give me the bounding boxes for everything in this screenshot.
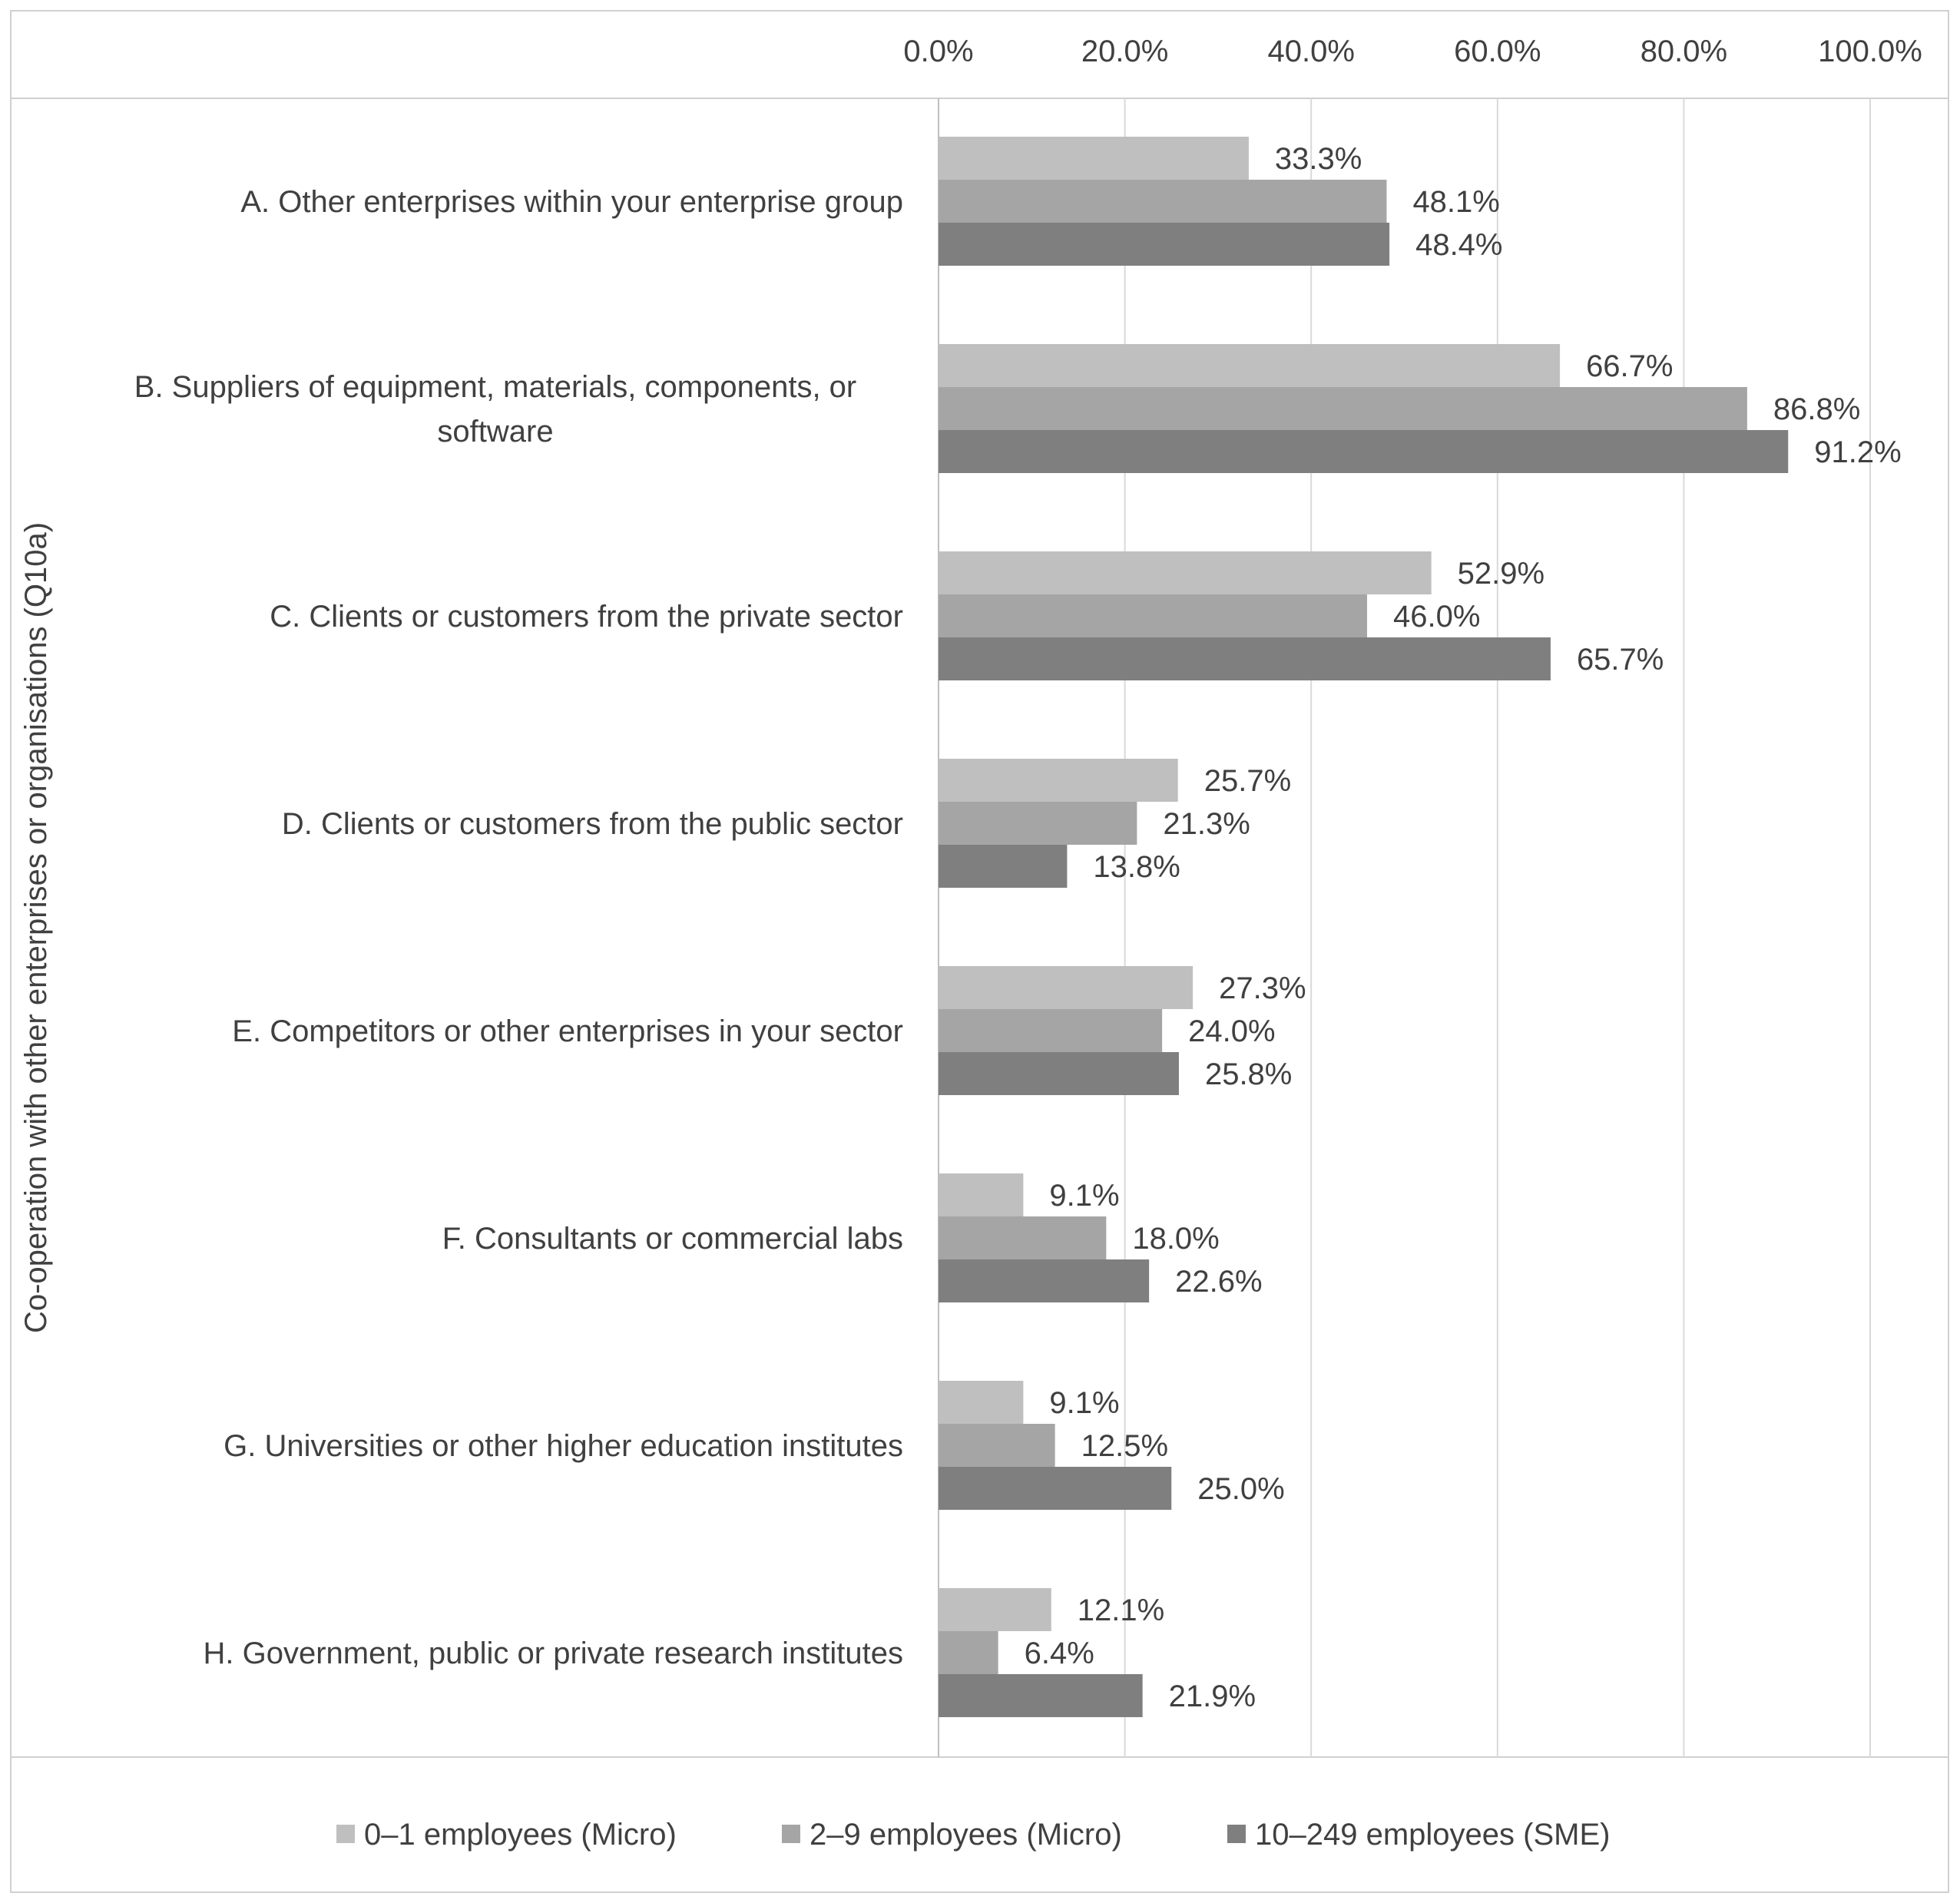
bar — [939, 637, 1551, 680]
bar — [939, 1674, 1143, 1717]
bar — [939, 1588, 1051, 1631]
category-label: software — [437, 415, 553, 448]
legend-label: 2–9 employees (Micro) — [809, 1818, 1122, 1852]
bar — [939, 845, 1068, 888]
plot-area: 0.0% 20.0% 40.0% 60.0% 80.0% 100.0% 33.3% 48.1%… — [11, 35, 1948, 1758]
legend-label: 10–249 employees (SME) — [1255, 1818, 1610, 1852]
data-label: 21.3% — [1163, 807, 1250, 841]
data-label: 25.8% — [1205, 1057, 1292, 1091]
bar — [939, 1381, 1024, 1424]
bar — [939, 1424, 1055, 1467]
bar — [939, 1216, 1107, 1259]
bar — [939, 344, 1561, 387]
data-label: 48.4% — [1415, 228, 1502, 262]
y-axis-title: Co-operation with other enterprises or o… — [19, 522, 53, 1333]
bar — [939, 1631, 998, 1674]
data-label: 12.1% — [1078, 1594, 1164, 1627]
category-label: E. Competitors or other enterprises in y… — [232, 1014, 903, 1048]
bar — [939, 551, 1432, 594]
bar — [939, 594, 1367, 637]
data-label: 25.0% — [1197, 1472, 1284, 1506]
legend-swatch — [782, 1825, 800, 1843]
category-label: C. Clients or customers from the private… — [270, 600, 903, 634]
data-label: 18.0% — [1132, 1222, 1219, 1256]
category-label: F. Consultants or commercial labs — [442, 1222, 903, 1256]
x-tick-label: 100.0% — [1818, 35, 1922, 68]
bar — [939, 802, 1137, 845]
bar — [939, 1467, 1172, 1510]
category-label: G. Universities or other higher educatio… — [223, 1429, 903, 1463]
category-label: D. Clients or customers from the public … — [282, 807, 903, 841]
chart-border — [10, 10, 1949, 1893]
bar — [939, 180, 1387, 223]
data-label: 27.3% — [1219, 971, 1306, 1005]
data-label: 65.7% — [1577, 643, 1664, 677]
bar — [939, 387, 1747, 430]
x-tick-label: 0.0% — [903, 35, 973, 68]
category-label: B. Suppliers of equipment, materials, co… — [134, 370, 856, 404]
legend-swatch — [336, 1825, 355, 1843]
data-label: 52.9% — [1458, 557, 1544, 591]
data-label: 25.7% — [1204, 764, 1291, 798]
bar — [939, 759, 1178, 802]
category-label: H. Government, public or private researc… — [203, 1637, 903, 1670]
data-label: 86.8% — [1773, 392, 1860, 426]
data-label: 91.2% — [1814, 435, 1901, 469]
data-label: 9.1% — [1049, 1179, 1119, 1213]
bar — [939, 1173, 1024, 1216]
bar — [939, 223, 1390, 266]
data-label: 6.4% — [1025, 1637, 1094, 1670]
data-label: 33.3% — [1275, 142, 1362, 176]
bar — [939, 1259, 1150, 1302]
bar — [939, 1009, 1163, 1052]
category-label: A. Other enterprises within your enterpr… — [240, 185, 903, 219]
bar — [939, 1052, 1179, 1095]
data-label: 12.5% — [1081, 1429, 1168, 1463]
legend: 0–1 employees (Micro) 2–9 employees (Micr… — [336, 1818, 1610, 1852]
bar — [939, 966, 1194, 1009]
data-label: 13.8% — [1093, 850, 1180, 884]
x-tick-label: 20.0% — [1081, 35, 1168, 68]
x-tick-label: 40.0% — [1267, 35, 1354, 68]
data-label: 9.1% — [1049, 1386, 1119, 1420]
data-label: 66.7% — [1586, 349, 1673, 383]
bar — [939, 430, 1789, 473]
x-tick-label: 80.0% — [1641, 35, 1727, 68]
data-label: 46.0% — [1393, 600, 1480, 634]
data-label: 22.6% — [1175, 1265, 1262, 1299]
data-label: 48.1% — [1412, 185, 1499, 219]
data-label: 24.0% — [1188, 1014, 1275, 1048]
legend-swatch — [1227, 1825, 1246, 1843]
x-tick-label: 60.0% — [1454, 35, 1541, 68]
legend-label: 0–1 employees (Micro) — [364, 1818, 677, 1852]
bar — [939, 137, 1249, 180]
data-label: 21.9% — [1169, 1680, 1256, 1713]
